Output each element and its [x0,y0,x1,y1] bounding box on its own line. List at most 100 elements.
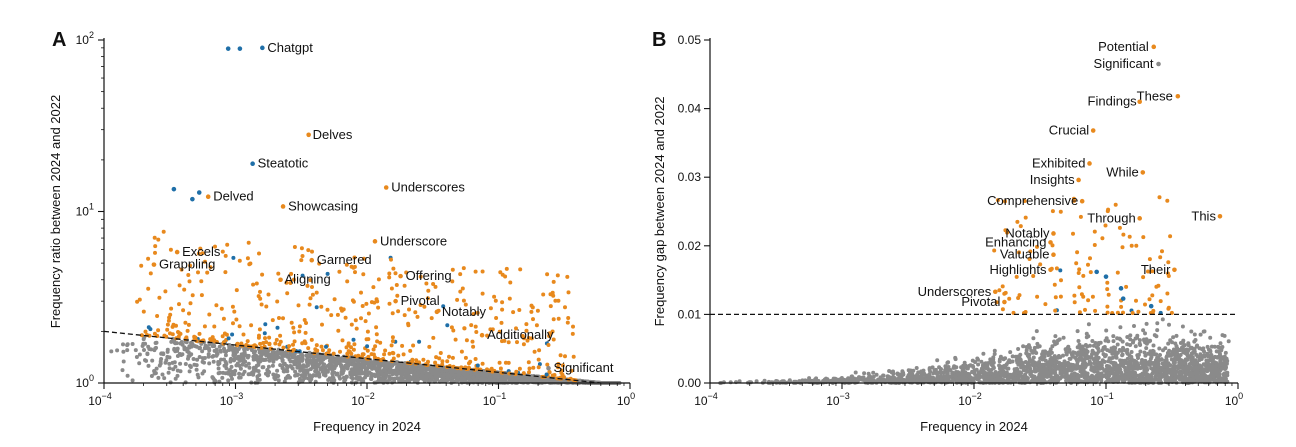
gray-point [155,367,159,371]
gray-point [259,350,263,354]
gray-point [369,372,373,376]
orange-point [293,245,297,249]
gray-point [461,370,465,374]
orange-point [156,328,160,332]
orange-point [344,316,348,320]
y-tick-label: 100 [76,373,94,390]
orange-point [345,279,349,283]
orange-point [267,336,271,340]
orange-point [366,337,370,341]
labeled-point-offering [398,274,403,279]
labeled-point-excels [175,250,180,255]
gray-point [1118,348,1122,352]
orange-point [430,316,434,320]
blue-point [352,338,356,342]
gray-point [265,368,269,372]
orange-point [524,322,528,326]
orange-point [203,324,207,328]
gray-point [395,368,399,372]
orange-point [304,321,308,325]
orange-point [264,305,268,309]
gray-point [363,372,367,376]
orange-point [471,340,475,344]
x-tick-label: 10−3 [220,391,244,408]
gray-point [1181,339,1185,343]
orange-point [329,313,333,317]
labeled-point-underscore [373,239,378,244]
orange-point [421,358,425,362]
orange-point [567,290,571,294]
orange-point [165,328,169,332]
gray-point [217,361,221,365]
gray-point [388,363,392,367]
gray-point [1121,359,1125,363]
orange-point [388,302,392,306]
orange-point [364,319,368,323]
orange-point [445,359,449,363]
gray-point [1208,336,1212,340]
gray-point [184,362,188,366]
gray-point [345,375,349,379]
orange-point [507,361,511,365]
orange-point [391,311,395,315]
orange-point [186,329,190,333]
gray-point [1092,344,1096,348]
orange-point [474,330,478,334]
orange-point [200,293,204,297]
orange-point [163,289,167,293]
gray-point [265,350,269,354]
gray-point [332,371,336,375]
orange-point [517,308,521,312]
gray-point [115,348,119,352]
orange-point [359,316,363,320]
orange-point [556,299,560,303]
gray-point [1115,336,1119,340]
orange-point [263,336,267,340]
orange-point [361,272,365,276]
gray-point [201,372,205,376]
gray-point [533,377,537,381]
gray-point [1006,367,1010,371]
orange-point [198,332,202,336]
orange-point [462,266,466,270]
gray-point [375,366,379,370]
orange-point [391,351,395,355]
orange-point [258,327,262,331]
orange-point [306,248,310,252]
blue-point [365,344,369,348]
orange-point [375,339,379,343]
gray-point [251,371,255,375]
gray-point [329,364,333,368]
orange-point [153,244,157,248]
orange-point [356,354,360,358]
gray-point [156,376,160,380]
gray-point [293,370,297,374]
orange-point [260,303,264,307]
gray-point [1155,321,1159,325]
gray-point [344,365,348,369]
gray-point [272,376,276,380]
orange-point [537,348,541,352]
gray-point [168,355,172,359]
gray-point [300,354,304,358]
orange-point [304,331,308,335]
orange-point [311,293,315,297]
orange-point [494,299,498,303]
orange-point [371,285,375,289]
gray-point [237,364,241,368]
gray-point [321,358,325,362]
orange-point [406,322,410,326]
labeled-point-significant [546,366,551,371]
orange-point [400,344,404,348]
orange-point [297,303,301,307]
gray-point [340,367,344,371]
gray-point [287,355,291,359]
gray-point [1134,344,1138,348]
gray-point [220,376,224,380]
orange-point [571,325,575,329]
gray-point [134,348,138,352]
gray-point [500,378,504,382]
gray-point [311,366,315,370]
orange-point [242,333,246,337]
